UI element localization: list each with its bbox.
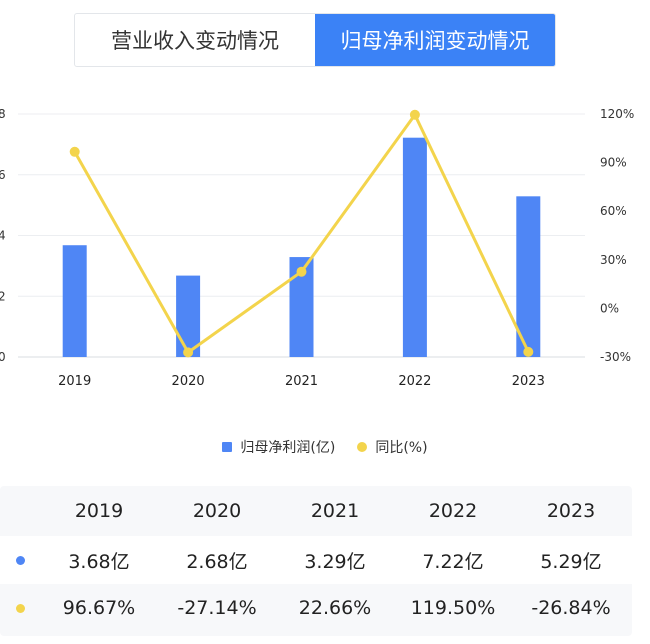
x-tick-label: 2021 [285,374,318,389]
left-tick-label: 0 [0,350,6,364]
left-tick-label: 8 [0,107,6,121]
right-tick-label: 120% [600,107,634,121]
table-cell: 3.68亿 [68,550,130,573]
table-cell: 3.29亿 [304,550,366,573]
table-cell: 2.68亿 [186,550,248,573]
legend-yoy-label: 同比(%) [375,440,428,456]
table-cell: 96.67% [62,597,136,619]
yoy-point-2021 [296,266,307,277]
table-header-row: 2019 2020 2021 2022 2023 [0,486,632,536]
x-tick-label: 2020 [172,374,205,389]
legend-profit-label: 归母净利润(亿) [240,440,336,456]
table-row-yoy: 96.67% -27.14% 22.66% 119.50% -26.84% [0,584,632,632]
left-tick-label: 4 [0,229,6,243]
table-row-profit: 3.68亿 2.68亿 3.29亿 7.22亿 5.29亿 [0,536,632,584]
right-tick-label: 60% [600,204,627,218]
table-cell: 5.29亿 [540,550,602,573]
bar-2022 [402,137,427,357]
table-header-cell: 2021 [310,500,360,522]
x-tick-label: 2019 [58,374,91,389]
x-tick-label: 2023 [512,374,545,389]
table-header-cell: 2019 [74,500,124,522]
table-cell: 7.22亿 [422,550,484,573]
right-tick-label: -30% [600,350,631,364]
chart-legend: 归母净利润(亿) 同比(%) [0,437,650,457]
x-tick-label: 2022 [398,374,431,389]
table-cell: -27.14% [177,597,257,619]
bar-2023 [516,196,541,357]
data-table: 2019 2020 2021 2022 2023 3.68亿 2.68亿 3.2… [0,486,632,636]
right-tick-label: 90% [600,156,627,170]
legend-line-swatch [357,442,368,452]
table-cell: 119.50% [410,597,496,619]
table-cell: 22.66% [298,597,372,619]
legend-bar-swatch [222,442,233,452]
yoy-series-dot [15,603,25,613]
profit-series-dot [15,555,25,565]
table-header-cell: 2023 [546,500,596,522]
table-header-cell: 2020 [192,500,242,522]
right-tick-label: 0% [600,301,619,315]
net-profit-chart: 8 6 4 2 0 120% 90% 60% 30% 0% -30% 2019 2020 2021 20… [0,107,634,389]
chart-tabs: 营业收入变动情况 归母净利润变动情况 [74,13,556,67]
left-tick-label: 6 [0,168,6,182]
left-tick-label: 2 [0,289,6,303]
tab-revenue-change[interactable]: 营业收入变动情况 [111,29,279,53]
legend-item-yoy[interactable]: 同比(%) [357,437,428,457]
table-lead-cell [0,603,40,613]
tab-net-profit-change[interactable]: 归母净利润变动情况 [315,14,555,66]
yoy-point-2023 [523,346,534,357]
table-cell: -26.84% [531,597,611,619]
legend-item-profit[interactable]: 归母净利润(亿) [222,437,335,457]
yoy-point-2022 [409,109,420,120]
bar-2020 [176,275,201,357]
bar-2019 [62,245,87,357]
table-lead-cell [0,555,40,565]
right-tick-label: 30% [600,253,627,267]
table-header-cell: 2022 [428,500,478,522]
yoy-point-2019 [69,146,80,157]
yoy-point-2020 [183,347,194,358]
